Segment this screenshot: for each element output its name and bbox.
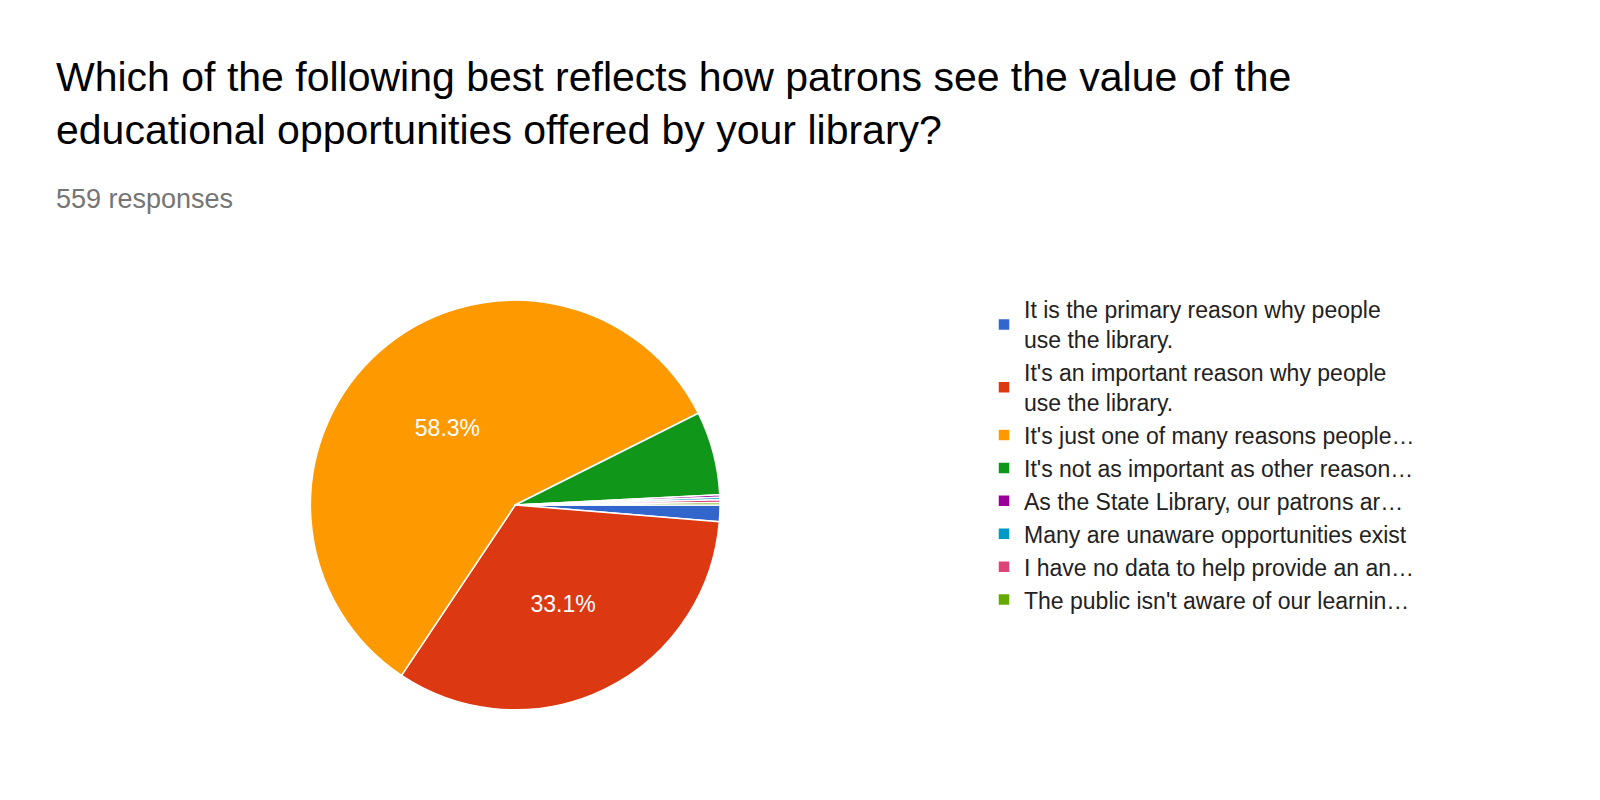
svg-text:It's not as important as other: It's not as important as other reason… <box>1024 456 1413 482</box>
svg-text:It is the primary reason why p: It is the primary reason why peopleuse t… <box>1024 297 1381 353</box>
svg-text:As the State Library, our patr: As the State Library, our patrons ar… <box>1024 489 1403 515</box>
svg-text:33.1%: 33.1% <box>530 591 595 617</box>
svg-text:Which of the following best re: Which of the following best reflects how… <box>56 54 1291 153</box>
svg-text:I have no data to help provide: I have no data to help provide an an… <box>1024 555 1414 581</box>
svg-text:58.3%: 58.3% <box>415 415 480 441</box>
svg-text:559 responses: 559 responses <box>56 184 233 214</box>
svg-text:It's just one of many reasons: It's just one of many reasons people… <box>1024 423 1415 449</box>
svg-text:Many are unaware opportunities: Many are unaware opportunities exist <box>1024 522 1407 548</box>
svg-text:The public isn't aware of our: The public isn't aware of our learnin… <box>1024 588 1409 614</box>
svg-text:It's an important reason why p: It's an important reason why peopleuse t… <box>1024 360 1386 416</box>
